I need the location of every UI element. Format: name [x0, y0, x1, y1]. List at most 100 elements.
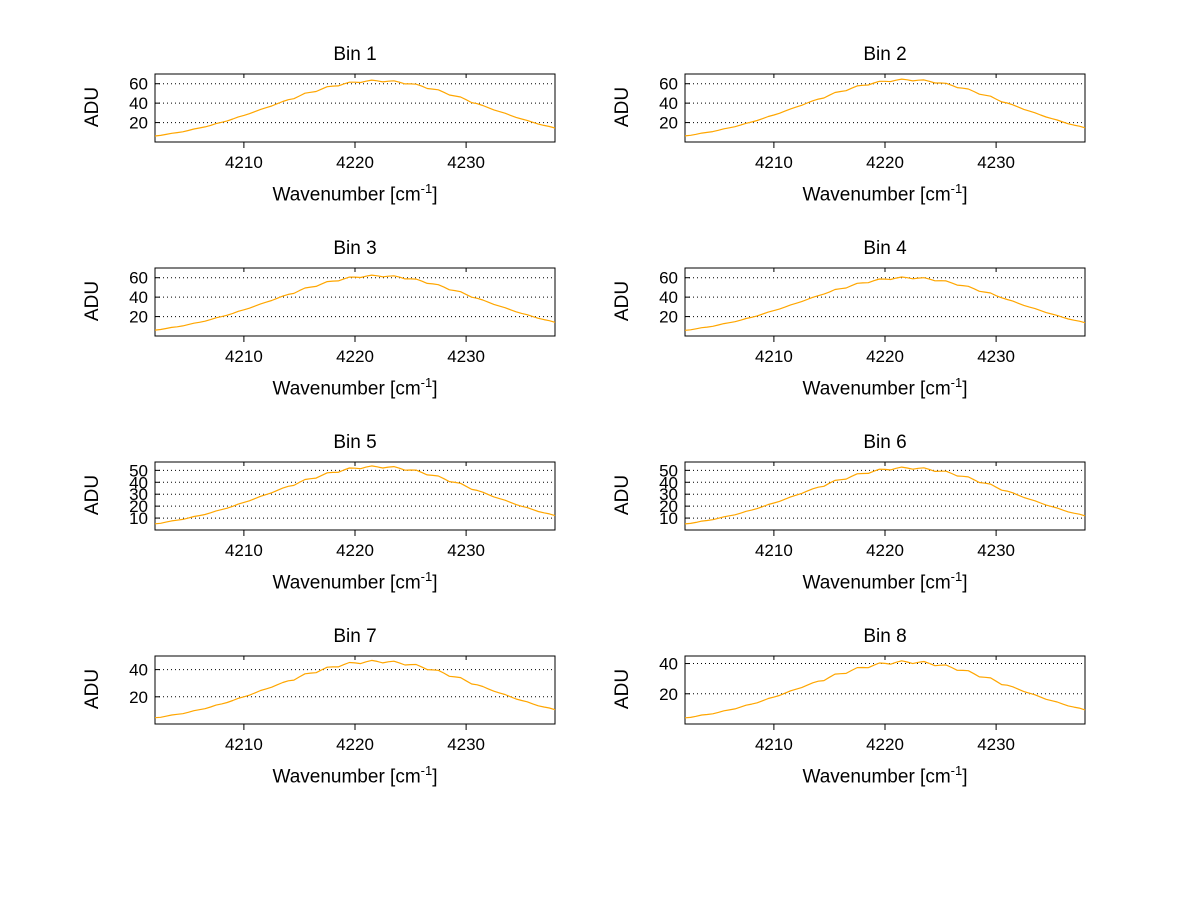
x-tick-label: 4220 [336, 347, 374, 366]
x-tick-label: 4220 [866, 541, 904, 560]
x-axis-label: Wavenumber [cm-1] [802, 375, 968, 400]
y-tick-label: 60 [659, 75, 678, 94]
y-tick-label: 20 [129, 497, 148, 516]
subplot-title: Bin 4 [863, 238, 907, 259]
x-tick-label: 4210 [755, 347, 793, 366]
y-tick-label: 40 [129, 661, 148, 680]
y-tick-label: 20 [659, 497, 678, 516]
axes-box [154, 267, 556, 337]
x-tick-label: 4220 [336, 735, 374, 754]
y-tick-label: 20 [129, 114, 148, 133]
y-tick-label: 40 [129, 288, 148, 307]
axes-box [684, 461, 1086, 531]
x-tick-label: 4230 [977, 735, 1015, 754]
subplot-bin-6: Bin 6 ADU 10 20 30 40 50 4210 4220 4230 Wavenum… [611, 428, 1111, 598]
y-tick-label: 60 [129, 269, 148, 288]
x-axis-label: Wavenumber [cm-1] [802, 763, 968, 788]
y-tick-label: 40 [659, 655, 678, 674]
y-tick-label: 10 [659, 509, 678, 528]
y-tick-label: 20 [659, 308, 678, 327]
y-tick-label: 30 [659, 485, 678, 504]
y-tick-label: 10 [129, 509, 148, 528]
y-tick-label: 40 [659, 288, 678, 307]
subplot-bin-4: Bin 4 ADU 20 40 60 4210 4220 4230 Wavenumber … [611, 234, 1111, 404]
x-axis-label: Wavenumber [cm-1] [802, 569, 968, 594]
subplot-bin-2: Bin 2 ADU 20 40 60 4210 4220 4230 Wavenumber … [611, 40, 1111, 210]
spectrum-line [684, 466, 1086, 525]
plot-area: 20 40 4210 4220 4230 [129, 655, 556, 754]
spectrum-line [154, 659, 556, 719]
subplot-bin-5: Bin 5 ADU 10 20 30 40 50 4210 4220 4230 Wavenum… [81, 428, 581, 598]
y-axis-label: ADU [82, 86, 103, 128]
subplot-bin-1: Bin 1 ADU 20 40 60 4210 4220 4230 Wavenumber … [81, 40, 581, 210]
axes-box [154, 461, 556, 531]
subplot-title: Bin 7 [333, 626, 377, 647]
x-tick-label: 4210 [225, 541, 263, 560]
axes-box [684, 655, 1086, 725]
x-tick-label: 4220 [866, 347, 904, 366]
x-axis-label: Wavenumber [cm-1] [272, 375, 438, 400]
spectrum-line [684, 276, 1086, 331]
x-tick-label: 4220 [336, 541, 374, 560]
y-axis-label: ADU [82, 474, 103, 516]
x-tick-label: 4210 [755, 735, 793, 754]
y-tick-label: 40 [659, 94, 678, 113]
spectrum-line [684, 660, 1086, 719]
spectrum-line [154, 79, 556, 137]
y-tick-label: 60 [129, 75, 148, 94]
x-tick-label: 4230 [447, 153, 485, 172]
subplot-title: Bin 3 [333, 238, 377, 259]
x-tick-label: 4220 [866, 153, 904, 172]
axes-box [684, 267, 1086, 337]
y-tick-label: 60 [659, 269, 678, 288]
subplot-bin-3: Bin 3 ADU 20 40 60 4210 4220 4230 Wavenumber … [81, 234, 581, 404]
x-tick-label: 4220 [336, 153, 374, 172]
x-tick-label: 4210 [755, 541, 793, 560]
x-tick-label: 4210 [225, 735, 263, 754]
x-tick-label: 4220 [866, 735, 904, 754]
subplot-grid: Bin 1 ADU 20 40 60 4210 4220 4230 Wavenumber … [81, 40, 1200, 816]
subplot-bin-8: Bin 8 ADU 20 40 4210 4220 4230 Wavenumber [c… [611, 622, 1111, 792]
x-tick-label: 4230 [977, 347, 1015, 366]
y-tick-label: 20 [659, 685, 678, 704]
x-axis-label: Wavenumber [cm-1] [272, 181, 438, 206]
subplot-title: Bin 1 [333, 44, 377, 65]
y-tick-label: 30 [129, 485, 148, 504]
subplot-title: Bin 5 [333, 432, 377, 453]
x-tick-label: 4210 [225, 347, 263, 366]
x-tick-label: 4210 [755, 153, 793, 172]
y-tick-label: 20 [659, 114, 678, 133]
subplot-title: Bin 6 [863, 432, 907, 453]
y-tick-label: 20 [129, 688, 148, 707]
y-tick-label: 40 [659, 473, 678, 492]
x-tick-label: 4230 [447, 735, 485, 754]
y-axis-label: ADU [612, 280, 633, 322]
y-axis-label: ADU [82, 280, 103, 322]
plot-area: 20 40 4210 4220 4230 [659, 655, 1086, 754]
subplot-bin-7: Bin 7 ADU 20 40 4210 4220 4230 Wavenumber [c… [81, 622, 581, 792]
y-axis-label: ADU [612, 668, 633, 710]
y-tick-label: 50 [129, 461, 148, 480]
spectrum-line [154, 465, 556, 525]
subplot-title: Bin 2 [863, 44, 907, 65]
y-axis-label: ADU [612, 86, 633, 128]
x-axis-label: Wavenumber [cm-1] [272, 763, 438, 788]
axes-box [154, 655, 556, 725]
subplot-title: Bin 8 [863, 626, 907, 647]
x-tick-label: 4230 [977, 541, 1015, 560]
x-tick-label: 4230 [447, 347, 485, 366]
x-tick-label: 4230 [977, 153, 1015, 172]
y-tick-label: 50 [659, 461, 678, 480]
x-tick-label: 4210 [225, 153, 263, 172]
y-tick-label: 40 [129, 473, 148, 492]
axes-box [154, 73, 556, 143]
spectrum-line [684, 78, 1086, 137]
x-axis-label: Wavenumber [cm-1] [802, 181, 968, 206]
